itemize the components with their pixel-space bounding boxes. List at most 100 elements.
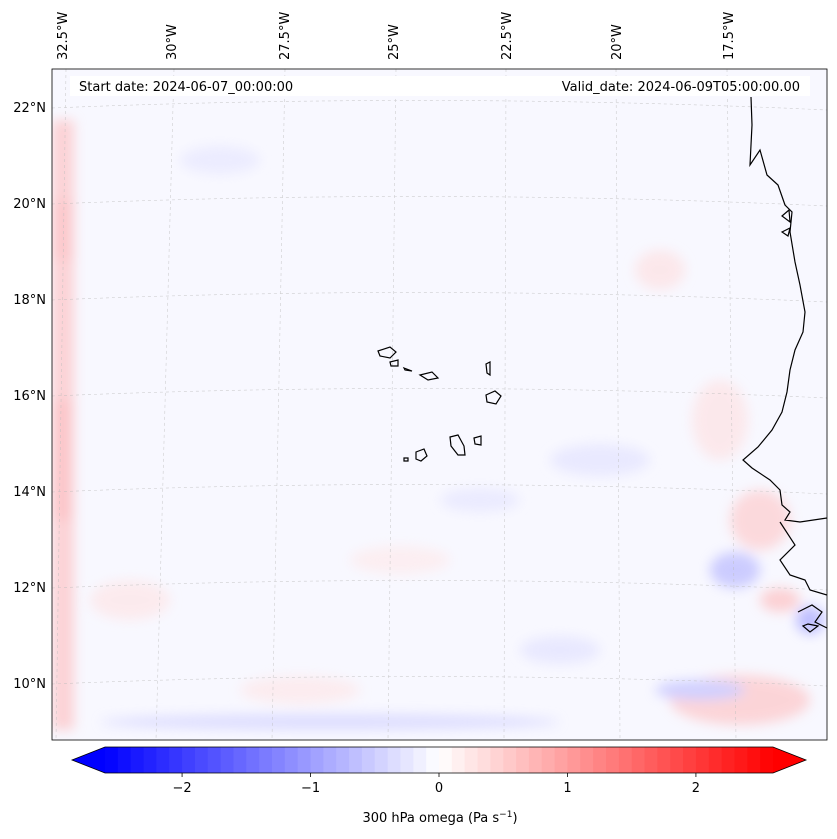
colorbar-segment	[336, 747, 350, 773]
start-date-text: Start date: 2024-06-07_00:00:00	[79, 80, 293, 95]
lat-label: 20°N	[13, 197, 46, 212]
map-panel: Start date: 2024-06-07_00:00:00 Valid_da…	[51, 68, 828, 741]
colorbar-segment	[207, 747, 222, 773]
colorbar-segment	[644, 747, 658, 773]
lon-label: 25°W	[387, 24, 402, 60]
colorbar-segment	[105, 747, 119, 773]
santiago-island	[449, 434, 466, 456]
colorbar-segment	[413, 747, 427, 773]
lon-label: 20°W	[610, 24, 625, 60]
colorbar-segment	[117, 747, 132, 773]
colorbar-tick-label: 2	[692, 781, 700, 796]
africa-coastline	[742, 96, 827, 523]
colorbar-segment	[554, 747, 568, 773]
colorbar-segment	[220, 747, 234, 773]
colorbar-segment	[606, 747, 620, 773]
maio-island	[473, 435, 482, 446]
colorbar-segment	[233, 747, 247, 773]
colorbar-tick-label: 1	[563, 781, 571, 796]
colorbar-segment	[464, 747, 479, 773]
lat-label: 10°N	[13, 677, 46, 692]
lon-label: 32.5°W	[56, 12, 71, 60]
colorbar-segment	[387, 747, 401, 773]
fogo-island	[415, 448, 428, 462]
colorbar-segment	[272, 747, 286, 773]
colorbar: −2 −1 0 1 2 300 hPa omega (Pa s−1)	[70, 746, 808, 826]
lat-label: 14°N	[13, 485, 46, 500]
colorbar-tick-label: −1	[301, 781, 320, 796]
santo-antao-island	[377, 346, 397, 359]
colorbar-segment	[657, 747, 671, 773]
colorbar-segment	[683, 747, 697, 773]
colorbar-segment	[747, 747, 761, 773]
colorbar-segment	[670, 747, 684, 773]
sal-island	[485, 361, 491, 377]
lon-label: 27.5°W	[278, 12, 293, 60]
colorbar-segment	[361, 747, 376, 773]
colorbar-extend-max	[773, 747, 806, 773]
colorbar-segment	[310, 747, 324, 773]
cape-verde-islands	[377, 346, 502, 462]
colorbar-segment	[695, 747, 710, 773]
boa-vista-island	[485, 390, 502, 405]
brava-island	[403, 457, 409, 462]
colorbar-segment	[516, 747, 530, 773]
colorbar-label: 300 hPa omega (Pa s−1)	[362, 810, 517, 826]
colorbar-segment	[400, 747, 414, 773]
colorbar-segment	[156, 747, 170, 773]
lon-label: 17.5°W	[722, 12, 737, 60]
colorbar-segment	[631, 747, 646, 773]
colorbar-segment	[618, 747, 633, 773]
colorbar-segment	[194, 747, 209, 773]
colorbar-segment	[182, 747, 196, 773]
latitude-labels: 22°N 20°N 18°N 16°N 14°N 12°N 10°N	[13, 101, 46, 692]
colorbar-segment	[169, 747, 183, 773]
colorbar-segment	[439, 747, 453, 773]
coastlines	[742, 96, 827, 633]
colorbar-ticks: −2 −1 0 1 2	[172, 773, 700, 796]
colorbar-segment	[477, 747, 491, 773]
colorbar-segment	[297, 747, 312, 773]
colorbar-segment	[246, 747, 260, 773]
colorbar-segment	[374, 747, 389, 773]
sao-vicente-island	[389, 359, 399, 367]
lat-label: 16°N	[13, 389, 46, 404]
colorbar-outline	[70, 746, 808, 774]
colorbar-segment	[284, 747, 299, 773]
colorbar-extend-min	[72, 747, 105, 773]
colorbar-segment	[451, 747, 466, 773]
map-frame	[51, 68, 828, 741]
lat-label: 18°N	[13, 293, 46, 308]
colorbar-segment	[580, 747, 594, 773]
colorbar-segment	[349, 747, 363, 773]
colorbar-segment	[567, 747, 581, 773]
lat-label: 22°N	[13, 101, 46, 116]
colorbar-segment	[323, 747, 337, 773]
colorbar-segment	[490, 747, 504, 773]
colorbar-segment	[130, 747, 145, 773]
lon-label: 22.5°W	[500, 12, 515, 60]
colorbar-segment	[426, 747, 440, 773]
colorbar-segment	[259, 747, 273, 773]
valid-date-text: Valid_date: 2024-06-09T05:00:00.00	[562, 80, 800, 95]
colorbar-segment	[708, 747, 723, 773]
lat-label: 12°N	[13, 581, 46, 596]
colorbar-segment	[143, 747, 157, 773]
colorbar-segments	[105, 747, 774, 773]
colorbar-segment	[541, 747, 556, 773]
date-banner	[70, 76, 810, 96]
colorbar-segment	[528, 747, 543, 773]
colorbar-segment	[593, 747, 607, 773]
colorbar-segment	[721, 747, 735, 773]
colorbar-segment	[734, 747, 748, 773]
colorbar-tick-label: −2	[172, 781, 191, 796]
santa-luzia-island	[418, 371, 440, 381]
colorbar-segment	[503, 747, 517, 773]
omega-field	[52, 120, 824, 730]
colorbar-tick-label: 0	[435, 781, 443, 796]
lon-label: 30°W	[165, 24, 180, 60]
longitude-labels: 32.5°W 30°W 27.5°W 25°W 22.5°W 20°W 17.5…	[56, 12, 737, 60]
gridlines	[52, 69, 827, 740]
sao-nicolau-island	[402, 366, 413, 372]
